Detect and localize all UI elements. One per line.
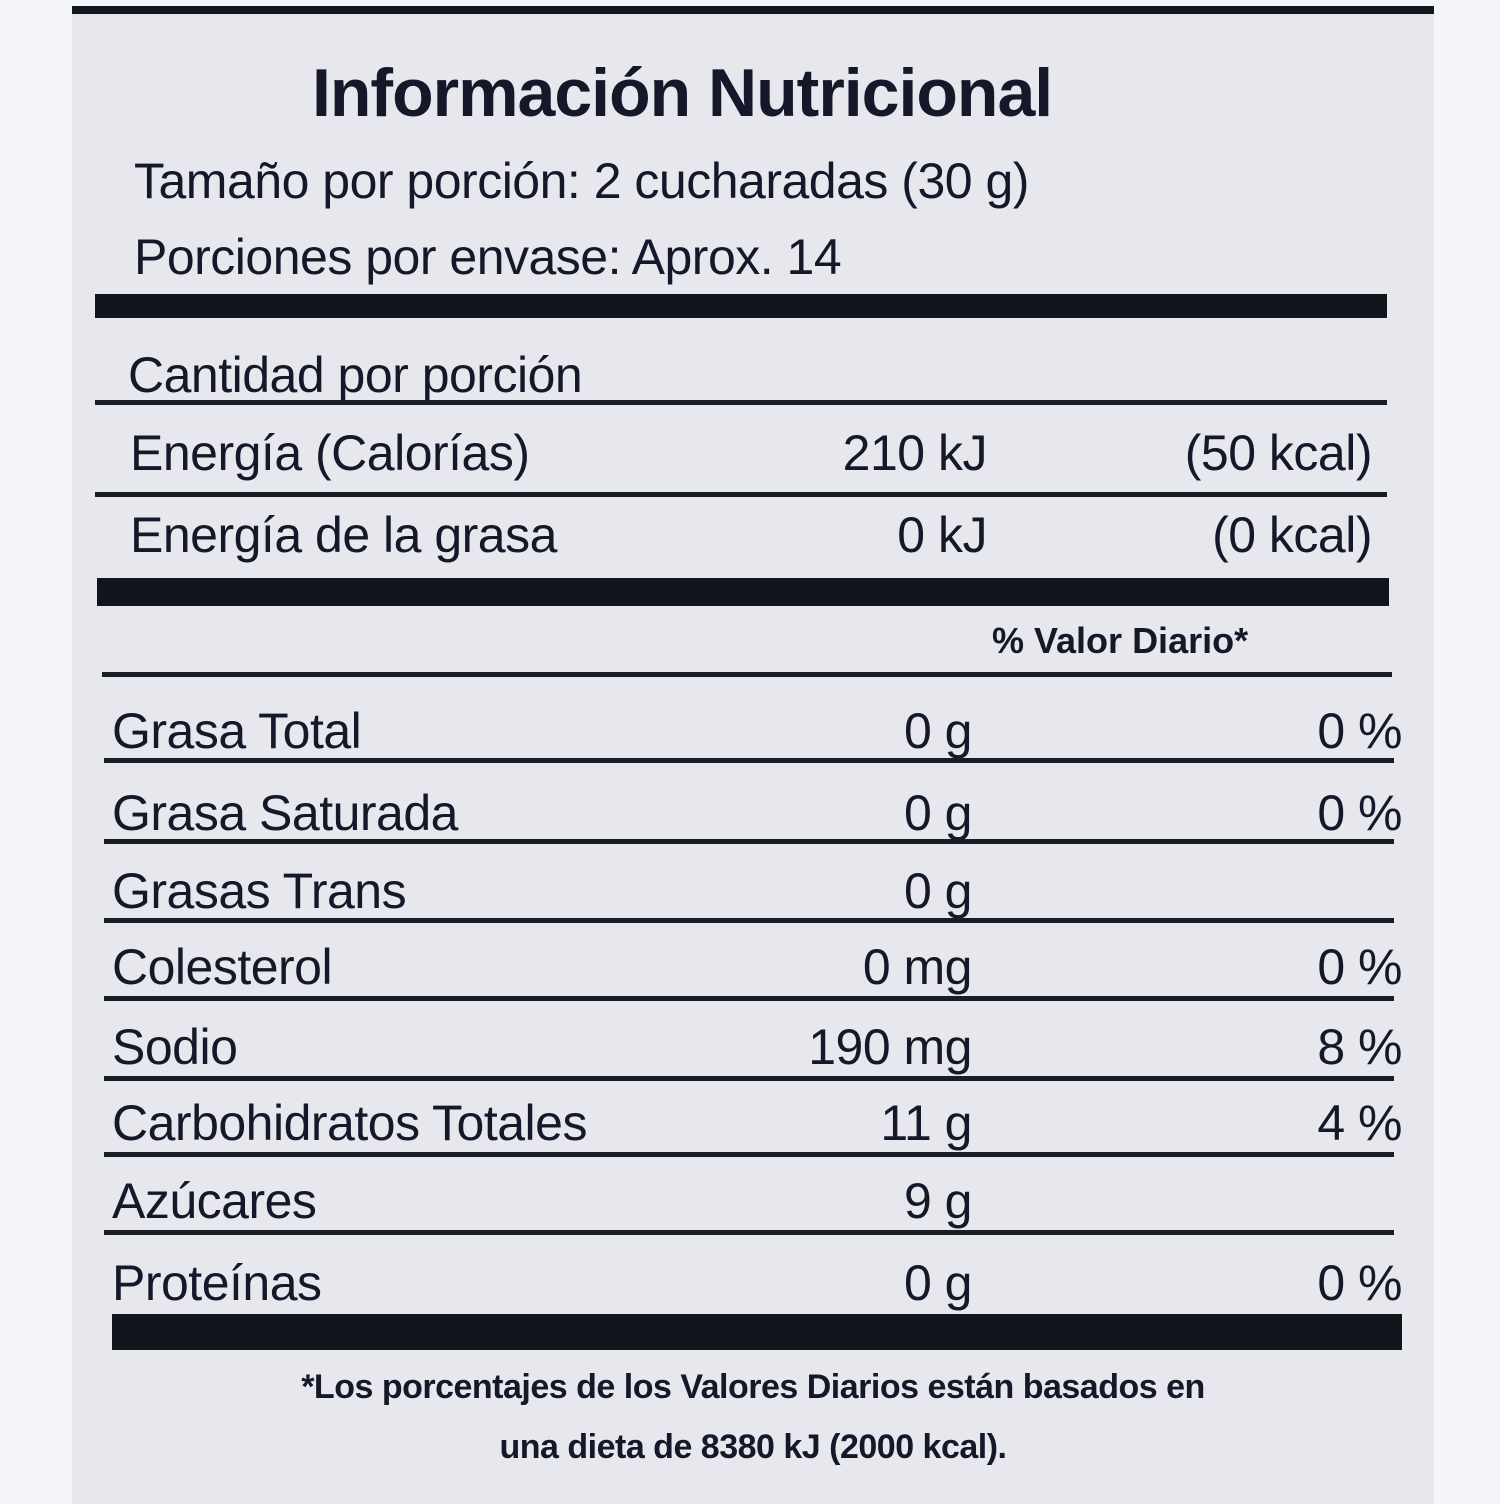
nutrient-amount: 0 g xyxy=(903,863,973,919)
energy-fat-row: Energía de la grasa 0 kJ (0 kcal) xyxy=(130,506,1372,576)
divider xyxy=(104,1230,1394,1235)
energy-fat-kj: 0 kJ xyxy=(897,507,987,563)
divider-thick xyxy=(112,1314,1402,1350)
nutrient-row: Azúcares 9 g xyxy=(112,1172,1402,1242)
nutrient-amount: 0 g xyxy=(903,785,973,841)
energy-name: Energía (Calorías) xyxy=(130,425,530,481)
divider-thick xyxy=(97,578,1389,606)
nutrient-name: Sodio xyxy=(112,1019,238,1075)
energy-fat-name: Energía de la grasa xyxy=(130,507,557,563)
energy-fat-kcal: (0 kcal) xyxy=(1212,507,1372,563)
nutrient-name: Grasas Trans xyxy=(112,863,407,919)
nutrient-amount: 11 g xyxy=(880,1095,972,1151)
divider xyxy=(102,672,1392,677)
nutrient-amount: 190 mg xyxy=(808,1019,972,1075)
nutrient-name: Grasa Total xyxy=(112,703,362,759)
nutrient-dv: 0 % xyxy=(1317,1255,1402,1311)
nutrient-amount: 0 mg xyxy=(862,939,973,995)
nutrient-row: Grasa Total 0 g 0 % xyxy=(112,702,1402,772)
label-title: Información Nutricional xyxy=(312,55,1053,131)
divider xyxy=(104,1076,1394,1081)
divider xyxy=(104,918,1394,923)
nutrition-label: Información Nutricional Tamaño por porci… xyxy=(72,6,1434,1504)
energy-kcal: (50 kcal) xyxy=(1184,425,1373,481)
divider xyxy=(104,1152,1394,1157)
nutrient-row: Grasa Saturada 0 g 0 % xyxy=(112,784,1402,854)
energy-kj: 210 kJ xyxy=(842,425,988,481)
nutrient-row: Proteínas 0 g 0 % xyxy=(112,1254,1402,1324)
divider xyxy=(95,400,1387,405)
nutrient-amount: 9 g xyxy=(903,1173,973,1229)
nutrient-name: Colesterol xyxy=(112,939,333,995)
divider xyxy=(104,758,1394,763)
nutrient-row: Colesterol 0 mg 0 % xyxy=(112,938,1402,1008)
nutrient-dv: 0 % xyxy=(1317,785,1402,841)
nutrient-row: Carbohidratos Totales 11 g 4 % xyxy=(112,1094,1402,1164)
nutrient-name: Carbohidratos Totales xyxy=(112,1095,587,1151)
nutrient-amount: 0 g xyxy=(903,703,973,759)
servings-per-container: Porciones por envase: Aprox. 14 xyxy=(134,229,842,285)
nutrient-name: Proteínas xyxy=(112,1255,322,1311)
divider xyxy=(104,996,1394,1001)
energy-row: Energía (Calorías) 210 kJ (50 kcal) xyxy=(130,424,1373,494)
nutrient-dv: 0 % xyxy=(1317,939,1402,995)
divider xyxy=(104,839,1394,844)
nutrient-name: Azúcares xyxy=(112,1173,317,1229)
divider-thick xyxy=(95,294,1387,318)
nutrient-dv: 8 % xyxy=(1317,1019,1402,1075)
footnote-line-1: *Los porcentajes de los Valores Diarios … xyxy=(301,1368,1205,1406)
serving-size: Tamaño por porción: 2 cucharadas (30 g) xyxy=(134,153,1029,209)
nutrient-dv: 4 % xyxy=(1317,1095,1402,1151)
nutrient-dv: 0 % xyxy=(1317,703,1402,759)
amount-per-serving: Cantidad por porción xyxy=(128,347,583,403)
nutrient-amount: 0 g xyxy=(903,1255,973,1311)
footnote-line-2: una dieta de 8380 kJ (2000 kcal). xyxy=(499,1428,1007,1466)
nutrient-row: Sodio 190 mg 8 % xyxy=(112,1018,1402,1088)
nutrient-row: Grasas Trans 0 g xyxy=(112,862,1402,932)
divider xyxy=(95,492,1387,497)
daily-value-header: % Valor Diario* xyxy=(992,620,1249,661)
nutrient-name: Grasa Saturada xyxy=(112,785,458,841)
